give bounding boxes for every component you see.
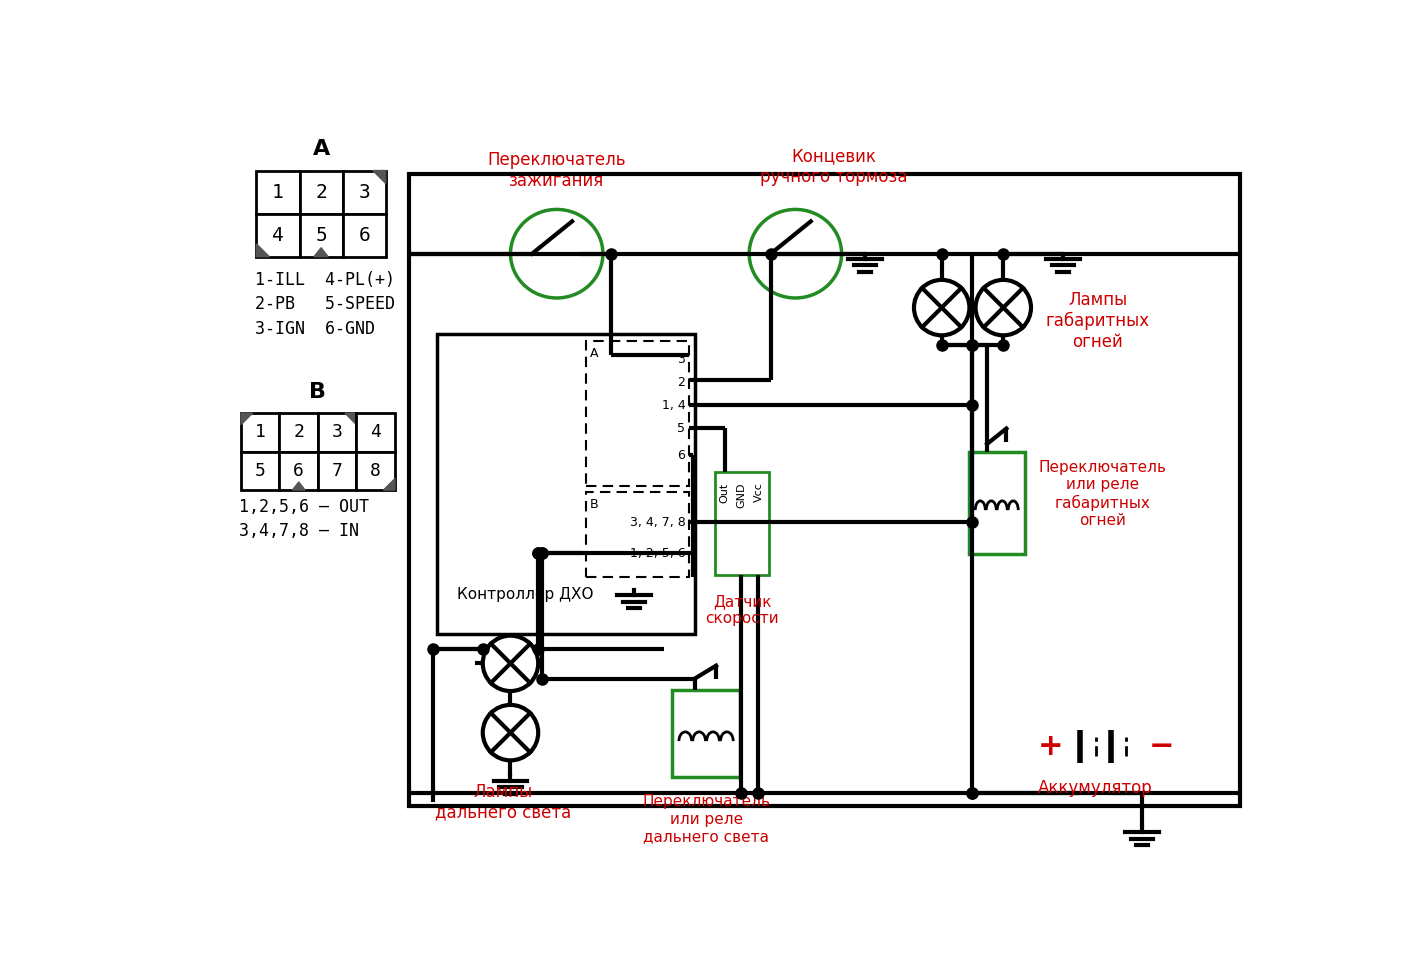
Text: A: A: [312, 139, 329, 159]
Text: Переключатель
или реле
габаритных
огней: Переключатель или реле габаритных огней: [1038, 460, 1166, 528]
Text: 5: 5: [677, 422, 685, 435]
Text: 1, 2, 5, 6: 1, 2, 5, 6: [630, 546, 685, 560]
Text: 2-PB   5-SPEED: 2-PB 5-SPEED: [255, 295, 395, 313]
Text: 3: 3: [332, 424, 343, 441]
Text: 1: 1: [272, 183, 284, 201]
Bar: [300, 214, 343, 257]
Text: 2: 2: [293, 424, 304, 441]
Text: 7: 7: [332, 462, 343, 480]
Text: Аккумулятор: Аккумулятор: [1038, 779, 1154, 797]
Bar: [343, 170, 386, 214]
Text: 2: 2: [677, 376, 685, 389]
Text: +: +: [1038, 732, 1064, 761]
Bar: [241, 413, 280, 452]
Bar: [318, 452, 356, 490]
Text: Концевик
ручного тормоза: Концевик ручного тормоза: [760, 147, 908, 186]
Text: 3: 3: [359, 183, 370, 201]
Text: 1,2,5,6 – OUT: 1,2,5,6 – OUT: [239, 498, 370, 516]
Text: 3, 4, 7, 8: 3, 4, 7, 8: [629, 516, 685, 529]
Text: Лампы
габаритных
огней: Лампы габаритных огней: [1045, 291, 1150, 351]
Text: 1: 1: [255, 424, 266, 441]
Bar: [438, 333, 695, 634]
Bar: [288, 413, 310, 421]
Text: Переключатель
или реле
дальнего света: Переключатель или реле дальнего света: [642, 794, 770, 844]
Bar: [343, 214, 386, 257]
Bar: [409, 174, 1240, 806]
Bar: [356, 452, 395, 490]
Bar: [300, 170, 343, 214]
Polygon shape: [373, 170, 386, 184]
Text: 6: 6: [293, 462, 304, 480]
Text: 6: 6: [677, 449, 685, 462]
Polygon shape: [384, 478, 395, 490]
Text: Vcc: Vcc: [753, 482, 764, 503]
Text: 6: 6: [359, 226, 370, 245]
Text: 8: 8: [370, 462, 381, 480]
Polygon shape: [293, 482, 305, 490]
Text: −: −: [1148, 732, 1173, 761]
Bar: [673, 690, 740, 778]
Bar: [280, 452, 318, 490]
Text: 3,4,7,8 – IN: 3,4,7,8 – IN: [239, 522, 359, 540]
Polygon shape: [256, 244, 269, 257]
Text: Out: Out: [719, 482, 730, 503]
Text: Контроллер ДХО: Контроллер ДХО: [457, 586, 594, 602]
Bar: [256, 214, 300, 257]
Bar: [287, 170, 311, 179]
Bar: [256, 170, 300, 214]
Bar: [280, 413, 318, 452]
Bar: [318, 413, 356, 452]
Text: 3: 3: [677, 353, 685, 365]
Text: 5: 5: [315, 226, 326, 245]
Bar: [356, 413, 395, 452]
Text: GND: GND: [736, 482, 747, 508]
Bar: [241, 452, 280, 490]
Text: A: A: [590, 347, 598, 360]
Text: 1-ILL  4-PL(+): 1-ILL 4-PL(+): [255, 270, 395, 289]
Text: 2: 2: [315, 183, 326, 201]
Text: 5: 5: [255, 462, 266, 480]
Bar: [585, 493, 689, 577]
Text: Лампы
дальнего света: Лампы дальнего света: [435, 782, 571, 821]
Polygon shape: [345, 413, 356, 425]
Text: B: B: [310, 382, 326, 402]
Polygon shape: [314, 248, 328, 257]
Text: 3-IGN  6-GND: 3-IGN 6-GND: [255, 320, 374, 338]
Text: Переключатель
зажигания: Переключатель зажигания: [487, 151, 626, 190]
Text: 1, 4: 1, 4: [661, 399, 685, 412]
Text: B: B: [590, 498, 598, 511]
Bar: [968, 452, 1024, 554]
Text: 4: 4: [370, 424, 381, 441]
Bar: [715, 472, 770, 574]
Bar: [585, 341, 689, 486]
Text: Датчик
скорости: Датчик скорости: [705, 594, 779, 626]
Polygon shape: [241, 413, 252, 425]
Text: 4: 4: [272, 226, 284, 245]
